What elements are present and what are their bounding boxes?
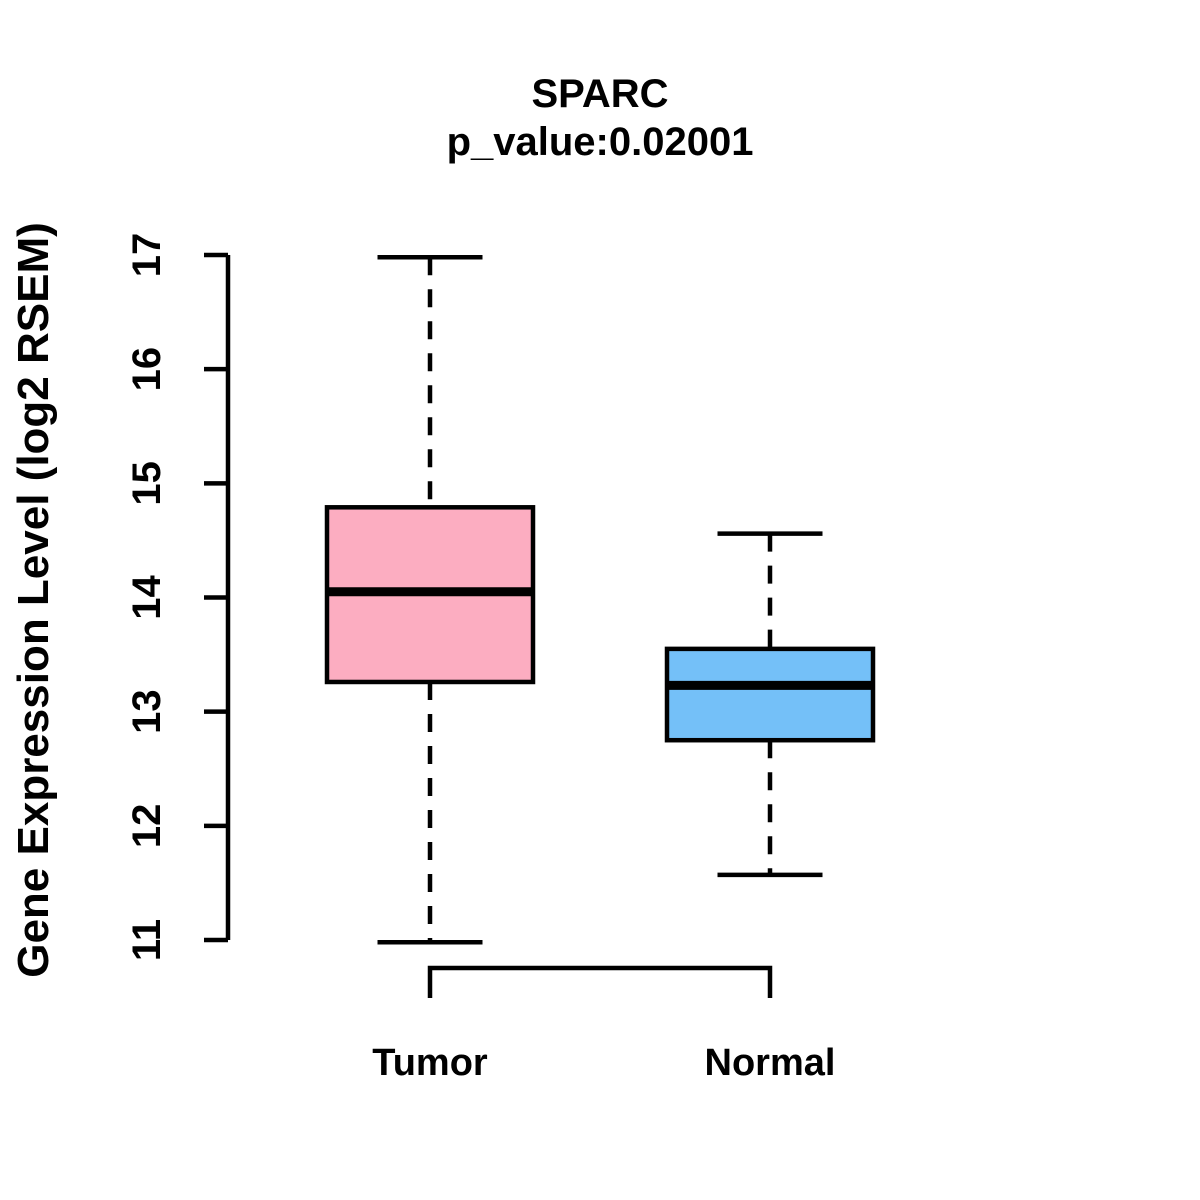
- box-normal: [664, 646, 876, 743]
- y-tick-label: 16: [125, 347, 169, 392]
- y-tick-label: 13: [125, 689, 169, 734]
- y-tick-label: 12: [125, 804, 169, 849]
- y-tick-label: 14: [125, 575, 169, 620]
- chart-subtitle: p_value:0.02001: [446, 120, 754, 164]
- category-label-normal: Normal: [705, 1042, 836, 1084]
- x-axis-bracket: [427, 965, 773, 998]
- y-tick-label: 17: [125, 233, 169, 278]
- category-label-tumor: Tumor: [372, 1042, 488, 1084]
- y-tick-label: 15: [125, 461, 169, 506]
- chart-title: SPARC: [531, 72, 669, 116]
- y-tick-label: 11: [125, 919, 169, 961]
- title-block: SPARC p_value:0.02001: [0, 70, 1200, 166]
